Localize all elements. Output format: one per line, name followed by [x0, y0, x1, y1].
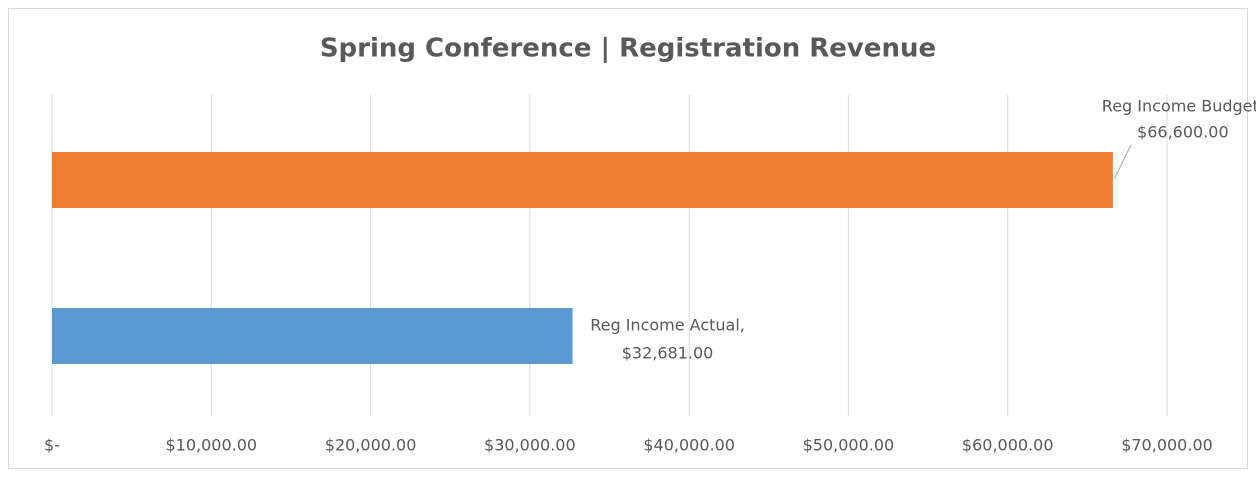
- x-tick-label: $10,000.00: [165, 436, 257, 455]
- data-label: $32,681.00: [622, 344, 714, 363]
- x-tick-label: $20,000.00: [325, 436, 417, 455]
- leader-line: [1114, 144, 1132, 179]
- bar: [52, 308, 573, 364]
- data-label: $66,600.00: [1137, 123, 1229, 142]
- chart-title: Spring Conference | Registration Revenue: [320, 34, 936, 64]
- x-tick-label: $40,000.00: [643, 436, 735, 455]
- data-label-name: Reg Income Budget,: [1102, 97, 1256, 116]
- x-tick-label: $70,000.00: [1121, 436, 1213, 455]
- x-tick-label: $30,000.00: [484, 436, 576, 455]
- data-label-name: Reg Income Actual,: [590, 316, 745, 335]
- x-tick-label: $60,000.00: [962, 436, 1054, 455]
- x-tick-label: $-: [44, 436, 60, 455]
- chart-border: [8, 8, 1248, 469]
- bar: [52, 152, 1113, 208]
- x-tick-label: $50,000.00: [803, 436, 895, 455]
